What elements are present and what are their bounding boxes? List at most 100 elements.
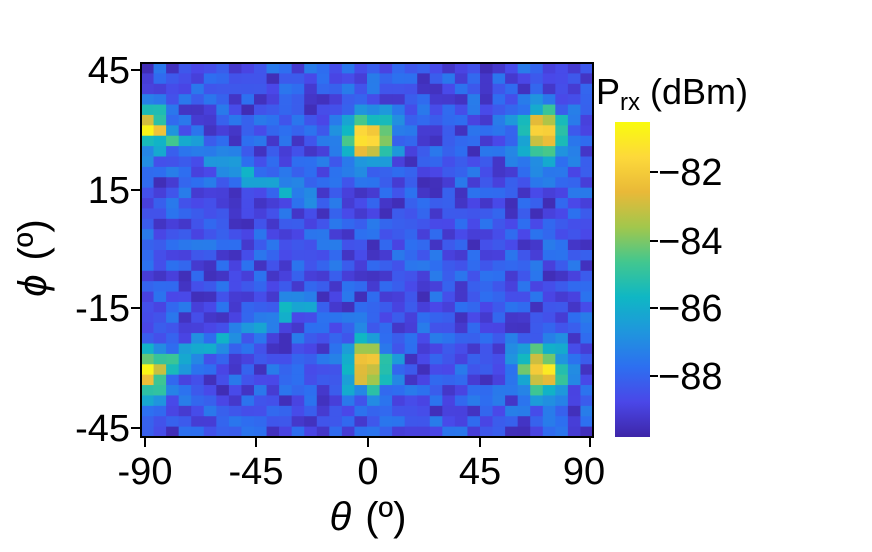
heatmap-cell bbox=[141, 218, 154, 230]
heatmap-cell bbox=[580, 83, 594, 95]
heatmap-cell bbox=[203, 364, 217, 376]
heatmap-cell bbox=[542, 63, 556, 74]
heatmap-cell bbox=[279, 135, 293, 147]
heatmap-cell bbox=[542, 385, 556, 396]
heatmap-cell bbox=[354, 146, 368, 157]
heatmap-cell bbox=[254, 239, 267, 251]
heatmap-cell bbox=[442, 416, 456, 428]
heatmap-cell bbox=[354, 250, 368, 261]
x-axis-symbol: θ bbox=[330, 495, 352, 539]
heatmap-cell bbox=[442, 250, 456, 261]
heatmap-cell bbox=[442, 239, 456, 251]
heatmap-cell bbox=[492, 353, 506, 365]
heatmap-cell bbox=[417, 73, 431, 85]
heatmap-cell bbox=[279, 260, 293, 272]
heatmap-cell bbox=[542, 114, 556, 126]
heatmap-cell bbox=[505, 322, 519, 334]
heatmap-cell bbox=[555, 312, 569, 324]
heatmap-cell bbox=[417, 166, 431, 178]
heatmap-cell bbox=[480, 166, 493, 178]
heatmap-cell bbox=[417, 385, 431, 396]
heatmap-cell bbox=[216, 114, 230, 126]
heatmap-cell bbox=[153, 187, 167, 199]
heatmap-cell bbox=[228, 208, 242, 220]
heatmap-cell bbox=[241, 63, 255, 74]
heatmap-cell bbox=[417, 239, 431, 251]
heatmap-cell bbox=[517, 312, 531, 324]
heatmap-cell bbox=[392, 177, 406, 189]
heatmap-cell bbox=[203, 281, 217, 292]
heatmap-cell bbox=[467, 177, 481, 189]
heatmap-cell bbox=[291, 104, 305, 116]
heatmap-cell bbox=[279, 270, 293, 282]
heatmap-cell bbox=[141, 426, 154, 438]
heatmap-cell bbox=[467, 291, 481, 303]
heatmap-cell bbox=[392, 125, 406, 137]
heatmap-cell bbox=[316, 291, 330, 303]
heatmap-cell bbox=[492, 312, 506, 324]
heatmap-cell bbox=[166, 250, 180, 261]
heatmap-cell bbox=[492, 416, 506, 428]
heatmap-cell bbox=[392, 385, 406, 396]
heatmap-cell bbox=[367, 239, 380, 251]
heatmap-cell bbox=[178, 353, 192, 365]
heatmap-cell bbox=[266, 312, 280, 324]
heatmap-cell bbox=[404, 114, 418, 126]
heatmap-cell bbox=[555, 416, 569, 428]
heatmap-cell bbox=[429, 260, 443, 272]
heatmap-cell bbox=[454, 416, 468, 428]
heatmap-cell bbox=[203, 198, 217, 209]
heatmap-cell bbox=[492, 166, 506, 178]
heatmap-cell bbox=[153, 104, 167, 116]
heatmap-cell bbox=[191, 94, 205, 105]
x-tick-label: -90 bbox=[118, 451, 173, 493]
heatmap-cell bbox=[555, 333, 569, 344]
heatmap-cell bbox=[166, 270, 180, 282]
heatmap-cell bbox=[505, 416, 519, 428]
heatmap-cell bbox=[228, 333, 242, 344]
heatmap-cell bbox=[329, 395, 343, 407]
heatmap-cell bbox=[429, 322, 443, 334]
heatmap-cell bbox=[304, 385, 318, 396]
heatmap-cell bbox=[379, 250, 393, 261]
heatmap-cell bbox=[454, 301, 468, 313]
heatmap-cell bbox=[417, 312, 431, 324]
heatmap-cell bbox=[467, 416, 481, 428]
heatmap-cell bbox=[404, 73, 418, 85]
heatmap-cell bbox=[291, 146, 305, 157]
heatmap-cell bbox=[517, 395, 531, 407]
heatmap-cell bbox=[316, 135, 330, 147]
heatmap-cell bbox=[216, 94, 230, 105]
x-axis-unit: (º) bbox=[365, 495, 406, 539]
heatmap-cell bbox=[153, 229, 167, 241]
heatmap-cell bbox=[517, 83, 531, 95]
heatmap-cell bbox=[442, 187, 456, 199]
heatmap-cell bbox=[166, 322, 180, 334]
heatmap-cell bbox=[241, 218, 255, 230]
heatmap-cell bbox=[542, 405, 556, 417]
heatmap-cell bbox=[379, 405, 393, 417]
heatmap-cell bbox=[467, 229, 481, 241]
heatmap-cell bbox=[191, 395, 205, 407]
heatmap-cell bbox=[228, 405, 242, 417]
heatmap-cell bbox=[530, 250, 544, 261]
heatmap-cell bbox=[329, 322, 343, 334]
heatmap-cell bbox=[567, 239, 581, 251]
heatmap-cell bbox=[492, 229, 506, 241]
heatmap-cell bbox=[228, 250, 242, 261]
heatmap-cell bbox=[517, 301, 531, 313]
heatmap-cell bbox=[454, 281, 468, 292]
heatmap-cell bbox=[178, 83, 192, 95]
heatmap-cell bbox=[580, 270, 594, 282]
heatmap-cell bbox=[191, 208, 205, 220]
heatmap-cell bbox=[492, 260, 506, 272]
heatmap-cell bbox=[530, 385, 544, 396]
heatmap-cell bbox=[580, 385, 594, 396]
heatmap-cell bbox=[542, 218, 556, 230]
heatmap-cell bbox=[505, 114, 519, 126]
heatmap-cell bbox=[517, 135, 531, 147]
heatmap-cell bbox=[166, 198, 180, 209]
heatmap-cell bbox=[480, 333, 493, 344]
heatmap-cell bbox=[454, 94, 468, 105]
heatmap-cell bbox=[530, 114, 544, 126]
